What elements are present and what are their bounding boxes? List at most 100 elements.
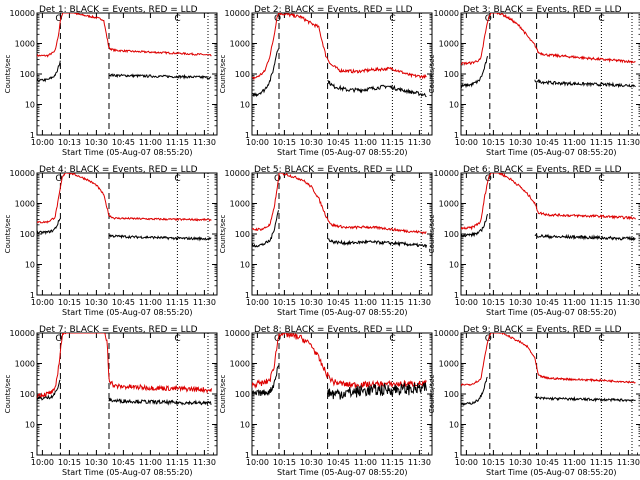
lld-series-line [37,13,212,58]
marker-o: O [274,14,281,24]
events-series-line [108,233,212,242]
x-tick-label: 10:15 [273,458,296,467]
x-tick-label: 11:15 [590,138,613,147]
y-tick-label: 10 [240,261,250,270]
y-tick-label: 10000 [434,9,459,18]
y-tick-label: 1000 [15,360,35,369]
x-tick-label: 11:30 [193,298,216,307]
x-tick-label: 11:15 [590,298,613,307]
y-tick-label: 1 [245,291,250,300]
x-tick-label: 11:00 [139,138,162,147]
plot-frame [36,332,218,456]
y-tick-label: 10000 [10,329,35,338]
events-series-line [461,213,488,238]
x-tick-label: 11:00 [139,458,162,467]
y-axis-label: Counts/sec [428,215,436,254]
x-tick-label: 11:30 [408,298,431,307]
y-axis-label: Counts/sec [4,55,12,94]
y-tick-label: 100 [20,390,35,399]
lld-series-line [252,173,427,235]
plot-frame [36,172,218,296]
x-tick-label: 10:30 [85,298,108,307]
x-axis-label: Start Time (05-Aug-07 08:55:20) [62,308,193,317]
y-tick-label: 10000 [434,329,459,338]
x-axis-label: Start Time (05-Aug-07 08:55:20) [486,308,617,317]
y-axis-label: Counts/sec [4,215,12,254]
y-tick-label: 1 [30,131,35,140]
detector-panel: Det 4: BLACK = Events, RED = LLDOC110100… [4,165,218,317]
x-tick-label: 11:00 [563,138,586,147]
y-tick-label: 10 [449,421,459,430]
detector-panel: Det 6: BLACK = Events, RED = LLDOC110100… [428,165,640,317]
panel-title: Det 9: BLACK = Events, RED = LLD [463,325,622,335]
x-tick-label: 10:30 [85,458,108,467]
x-tick-label: 11:15 [166,138,189,147]
x-tick-label: 11:15 [381,458,404,467]
panel-title: Det 8: BLACK = Events, RED = LLD [254,325,413,335]
y-tick-label: 1000 [230,360,250,369]
y-tick-label: 10 [449,101,459,110]
x-tick-label: 11:30 [617,138,640,147]
detector-panel: Det 5: BLACK = Events, RED = LLDOC110100… [219,165,433,317]
y-tick-label: 100 [444,230,459,239]
x-tick-label: 10:30 [85,138,108,147]
x-tick-label: 11:00 [563,298,586,307]
x-tick-label: 10:15 [482,458,505,467]
x-tick-label: 10:00 [31,458,54,467]
y-tick-label: 1 [30,451,35,460]
y-tick-label: 10 [240,421,250,430]
y-tick-label: 10000 [225,169,250,178]
x-tick-label: 11:15 [166,298,189,307]
x-tick-label: 10:30 [509,458,532,467]
y-axis-label: Counts/sec [428,375,436,414]
x-tick-label: 10:30 [509,138,532,147]
detector-panel: Det 3: BLACK = Events, RED = LLDOC110100… [428,5,640,157]
y-tick-label: 1000 [15,200,35,209]
lld-series-line [37,333,212,399]
events-series-line [37,218,61,236]
x-tick-label: 10:45 [327,298,350,307]
x-tick-label: 11:15 [590,458,613,467]
events-series-line [461,55,488,89]
y-tick-label: 100 [235,230,250,239]
events-series-line [252,210,279,248]
x-tick-label: 10:00 [31,138,54,147]
x-axis-label: Start Time (05-Aug-07 08:55:20) [62,468,193,477]
x-axis-label: Start Time (05-Aug-07 08:55:20) [62,148,193,157]
y-tick-label: 10000 [434,169,459,178]
x-tick-label: 10:30 [300,138,323,147]
events-series-line [37,60,61,83]
panel-title: Det 2: BLACK = Events, RED = LLD [254,5,413,15]
y-tick-label: 1 [454,131,459,140]
x-tick-label: 11:15 [381,298,404,307]
x-tick-label: 11:30 [408,138,431,147]
x-tick-label: 11:30 [617,298,640,307]
x-tick-label: 10:45 [536,298,559,307]
x-tick-label: 11:30 [193,138,216,147]
events-series-line [252,48,279,98]
events-series-line [327,79,427,98]
marker-o: O [55,14,62,24]
y-tick-label: 1 [454,291,459,300]
panel-title: Det 6: BLACK = Events, RED = LLD [463,165,622,175]
x-tick-label: 10:45 [112,138,135,147]
y-tick-label: 10000 [225,9,250,18]
lld-series-line [461,13,636,66]
x-tick-label: 10:00 [246,298,269,307]
y-axis-label: Counts/sec [4,375,12,414]
x-tick-label: 10:15 [482,138,505,147]
x-axis-label: Start Time (05-Aug-07 08:55:20) [277,308,408,317]
marker-o: O [55,174,62,184]
x-tick-label: 11:00 [139,298,162,307]
events-series-line [461,376,488,406]
x-tick-label: 10:15 [482,298,505,307]
lld-series-line [252,333,427,389]
x-tick-label: 10:45 [327,138,350,147]
y-tick-label: 1000 [15,40,35,49]
detector-panel: Det 7: BLACK = Events, RED = LLDOC110100… [4,325,218,477]
x-axis-label: Start Time (05-Aug-07 08:55:20) [486,148,617,157]
y-tick-label: 1 [30,291,35,300]
y-tick-label: 10000 [10,169,35,178]
panel-title: Det 5: BLACK = Events, RED = LLD [254,165,413,175]
